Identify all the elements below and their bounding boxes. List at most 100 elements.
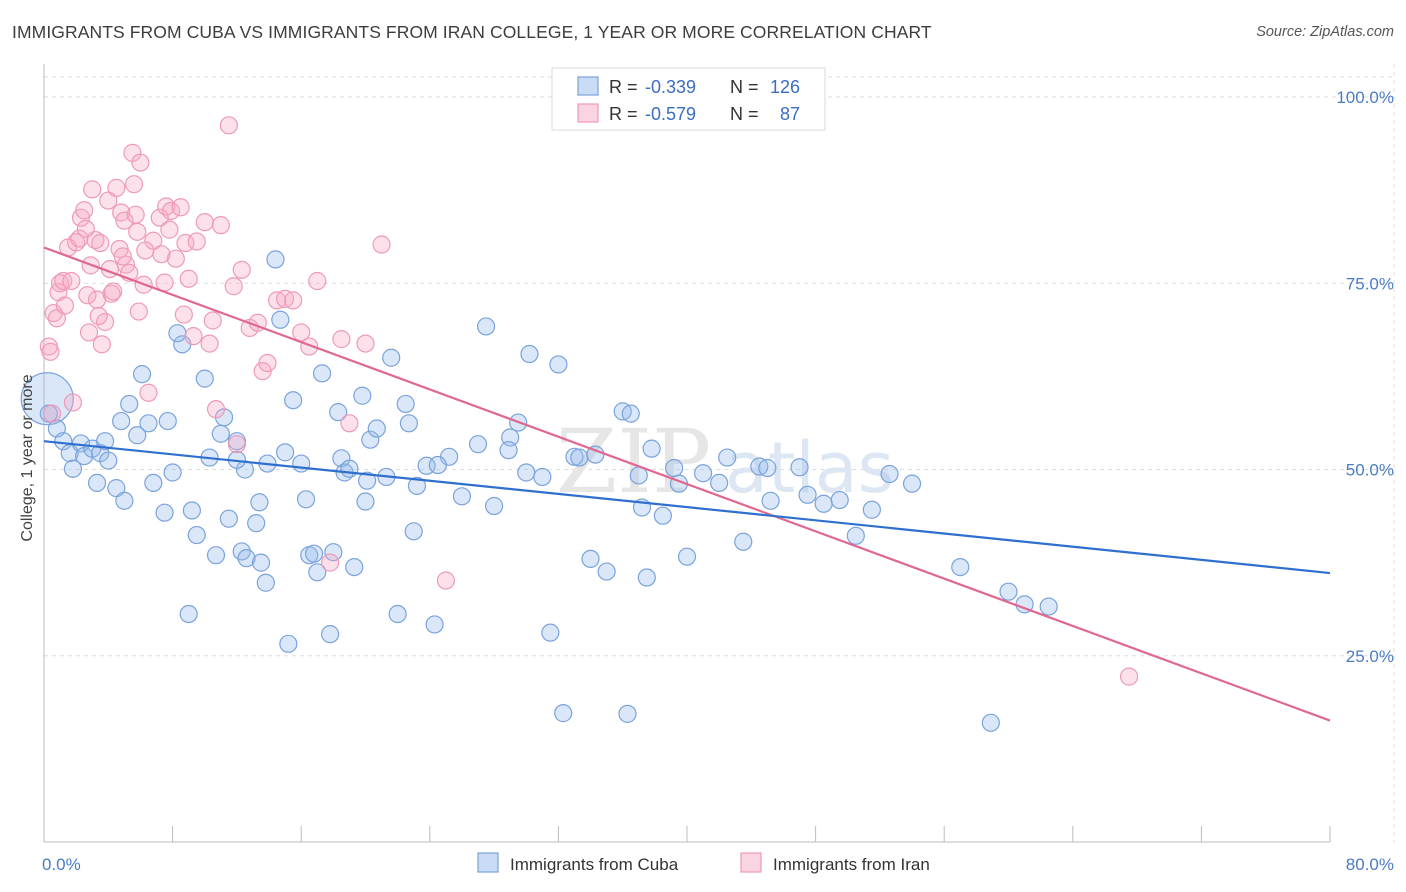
iran-point bbox=[92, 335, 111, 354]
cuba-point bbox=[1039, 597, 1058, 616]
cuba-trend-line bbox=[43, 440, 1331, 575]
iran-point bbox=[292, 323, 311, 342]
iran-point bbox=[184, 327, 203, 346]
cuba-point bbox=[425, 615, 444, 634]
cuba-point bbox=[790, 458, 809, 477]
cuba-point bbox=[139, 414, 158, 433]
cuba-point bbox=[902, 474, 922, 493]
cuba-point bbox=[276, 443, 295, 462]
cuba-point bbox=[404, 522, 423, 541]
x-tick-label-min: 0.0% bbox=[42, 855, 81, 874]
legend-cuba-r-label: R = bbox=[609, 77, 638, 97]
iran-point bbox=[75, 201, 94, 220]
legend-iran-n-value: 87 bbox=[780, 104, 800, 124]
cuba-point bbox=[87, 473, 107, 493]
cuba-point bbox=[570, 448, 589, 467]
cuba-point bbox=[452, 487, 472, 506]
cuba-point bbox=[597, 562, 616, 581]
cuba-point bbox=[163, 463, 182, 482]
iran-point bbox=[179, 269, 198, 288]
cuba-point bbox=[499, 441, 518, 460]
iran-point bbox=[211, 216, 230, 235]
cuba-point bbox=[128, 426, 147, 445]
cuba-point bbox=[846, 526, 865, 545]
iran-point bbox=[152, 245, 171, 264]
bottom-legend-iran: Immigrants from Iran bbox=[773, 855, 930, 874]
cuba-point bbox=[120, 394, 139, 414]
cuba-point bbox=[292, 454, 311, 473]
iran-point bbox=[332, 330, 351, 349]
cuba-point bbox=[677, 547, 697, 566]
iran-point bbox=[219, 116, 238, 135]
cuba-point bbox=[168, 324, 187, 343]
cuba-point bbox=[981, 713, 1000, 732]
cuba-point bbox=[468, 435, 488, 454]
y-tick-label: 75.0% bbox=[1346, 274, 1394, 293]
cuba-point bbox=[399, 414, 419, 433]
cuba-point bbox=[296, 490, 316, 509]
cuba-point bbox=[382, 348, 401, 367]
cuba-point bbox=[718, 448, 737, 467]
cuba-point bbox=[132, 365, 152, 384]
iran-point bbox=[62, 271, 81, 291]
cuba-point bbox=[476, 317, 496, 336]
iran-point bbox=[91, 233, 110, 253]
cuba-point bbox=[565, 447, 584, 466]
cuba-point bbox=[520, 344, 539, 364]
y-tick-label: 25.0% bbox=[1346, 647, 1394, 666]
cuba-point bbox=[206, 546, 226, 565]
iran-point bbox=[187, 232, 206, 251]
cuba-point bbox=[830, 490, 849, 510]
axes bbox=[43, 64, 1331, 843]
cuba-point bbox=[734, 532, 753, 551]
cuba-point bbox=[345, 557, 364, 577]
cuba-point bbox=[115, 491, 134, 510]
cuba-point bbox=[279, 634, 298, 653]
iran-point bbox=[115, 211, 134, 230]
series-legend: Immigrants from Cuba Immigrants from Ira… bbox=[477, 852, 930, 874]
iran-point bbox=[139, 383, 158, 402]
source-label: Source: ZipAtlas.com bbox=[1256, 24, 1394, 40]
legend-iran-r-value: -0.579 bbox=[645, 104, 696, 124]
iran-point bbox=[321, 553, 340, 572]
legend-cuba-r-value: -0.339 bbox=[645, 77, 696, 97]
cuba-point bbox=[862, 500, 881, 519]
cuba-point bbox=[271, 310, 290, 329]
cuba-point bbox=[99, 451, 118, 470]
cuba-point bbox=[95, 432, 115, 451]
iran-point bbox=[79, 323, 99, 342]
x-tick-labels: 0.0% 80.0% bbox=[42, 855, 1394, 874]
cuba-point bbox=[710, 473, 729, 493]
cuba-point bbox=[308, 563, 327, 582]
cuba-point bbox=[353, 386, 372, 405]
bottom-legend-swatch-iran bbox=[740, 852, 762, 873]
cuba-point bbox=[179, 604, 198, 624]
iran-point bbox=[161, 201, 181, 221]
iran-point bbox=[340, 414, 359, 433]
cuba-point bbox=[637, 568, 656, 587]
iran-point bbox=[55, 296, 74, 315]
iran-point bbox=[63, 393, 83, 412]
cuba-point bbox=[158, 411, 177, 431]
iran-point bbox=[308, 271, 327, 291]
iran-point bbox=[372, 235, 391, 254]
cuba-point bbox=[951, 557, 970, 577]
iran-point bbox=[107, 178, 126, 197]
legend-iran-n-label: N = bbox=[730, 104, 759, 124]
bottom-legend-swatch-cuba bbox=[477, 852, 499, 873]
iran-point bbox=[89, 306, 108, 326]
iran-point bbox=[227, 435, 246, 454]
cuba-point bbox=[250, 493, 269, 512]
cuba-point bbox=[388, 604, 407, 624]
watermark: ZIP atlas bbox=[556, 410, 894, 513]
iran-point bbox=[50, 274, 70, 293]
cuba-point bbox=[693, 464, 713, 483]
watermark-atlas: atlas bbox=[725, 427, 894, 509]
iran-point bbox=[129, 302, 148, 321]
cuba-point bbox=[517, 463, 536, 482]
iran-point bbox=[206, 400, 226, 419]
legend-iran-r-label: R = bbox=[609, 104, 638, 124]
iran-point bbox=[136, 241, 155, 260]
correlation-legend: R = -0.339 N = 126 R = -0.579 N = 87 bbox=[551, 67, 826, 131]
